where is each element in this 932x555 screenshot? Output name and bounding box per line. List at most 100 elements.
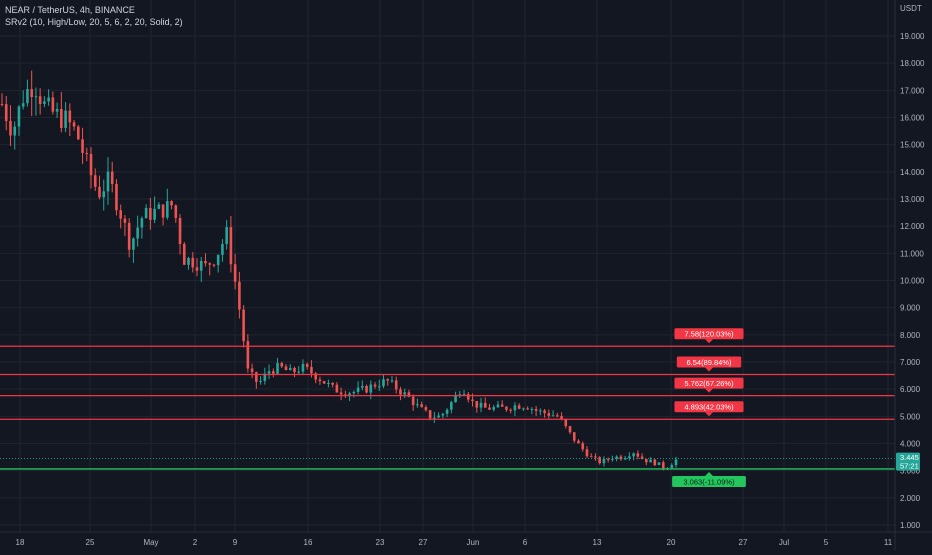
candle-body xyxy=(581,443,585,450)
candle-body xyxy=(98,186,101,198)
candle-body xyxy=(293,367,296,373)
chart-legend: NEAR / TetherUS, 4h, BINANCE SRv2 (10, H… xyxy=(5,4,183,28)
candle-body xyxy=(161,204,165,218)
x-tick-label: 13 xyxy=(593,538,602,547)
candle-body xyxy=(454,394,457,403)
indicator-label: SRv2 (10, High/Low, 20, 5, 6, 2, 20, Sol… xyxy=(5,17,183,27)
y-tick-label: 18.000 xyxy=(900,59,925,68)
level-badge xyxy=(674,328,744,340)
x-tick-label: Jun xyxy=(467,538,480,547)
candle-body xyxy=(628,456,631,458)
candle-body xyxy=(496,404,500,408)
candle-body xyxy=(314,373,317,380)
candle-body xyxy=(458,394,462,396)
candle-body xyxy=(174,205,178,218)
level-badge xyxy=(674,377,744,389)
y-tick-label: 16.000 xyxy=(900,114,925,123)
candle-body xyxy=(166,201,169,218)
level-label: 7.58(120.03%) xyxy=(684,330,734,339)
candle-body xyxy=(420,404,423,408)
candle-body xyxy=(157,204,161,209)
candle-body xyxy=(297,371,301,373)
current-price-countdown: 57:21 xyxy=(900,462,919,471)
candle-body xyxy=(522,408,525,410)
candle-body xyxy=(462,394,466,396)
candle-body xyxy=(212,264,216,266)
x-tick-label: 20 xyxy=(667,538,676,547)
candle-body xyxy=(505,406,508,410)
candle-body xyxy=(34,96,38,98)
level-badge xyxy=(676,356,742,368)
y-tick-label: 4.000 xyxy=(900,440,921,449)
candle-body xyxy=(199,261,203,271)
candle-body xyxy=(394,380,398,390)
candle-body xyxy=(492,407,496,410)
x-tick-label: 9 xyxy=(233,538,238,547)
y-tick-label: 13.000 xyxy=(900,195,925,204)
candle-body xyxy=(263,373,267,381)
candle-body xyxy=(653,459,657,466)
candle-body xyxy=(204,261,207,264)
candle-body xyxy=(539,410,542,412)
candle-body xyxy=(534,409,538,411)
candle-body xyxy=(318,379,322,382)
candle-body xyxy=(526,408,529,410)
candle-body xyxy=(348,393,351,397)
candle-body xyxy=(208,263,212,265)
candle-body xyxy=(21,103,25,107)
candle-body xyxy=(403,392,407,395)
y-tick-label: 9.000 xyxy=(900,304,921,313)
candle-body xyxy=(598,457,601,464)
candle-body xyxy=(51,97,55,112)
candle-body xyxy=(585,449,589,457)
candle-body xyxy=(509,409,512,411)
candle-body xyxy=(619,456,623,460)
candle-body xyxy=(140,218,144,228)
candle-body xyxy=(365,385,368,393)
x-tick-label: 25 xyxy=(86,538,95,547)
candle-body xyxy=(437,415,440,418)
candle-body xyxy=(356,387,360,392)
candle-body xyxy=(568,426,572,433)
candle-body xyxy=(30,89,33,98)
candle-body xyxy=(132,238,135,250)
candle-body xyxy=(339,392,343,395)
candle-body xyxy=(428,410,432,419)
level-pointer xyxy=(705,339,713,344)
x-tick-label: 6 xyxy=(523,538,528,547)
candle-body xyxy=(170,201,173,206)
x-tick-label: 16 xyxy=(304,538,313,547)
candle-body xyxy=(153,208,156,220)
currency-label: USDT xyxy=(900,4,922,13)
candle-body xyxy=(225,227,228,244)
y-tick-label: 11.000 xyxy=(900,249,924,258)
candle-body xyxy=(144,207,148,219)
candle-body xyxy=(305,363,309,367)
candle-body xyxy=(187,257,190,265)
level-pointer xyxy=(705,388,713,393)
candle-body xyxy=(594,456,597,458)
candle-body xyxy=(466,394,470,400)
y-tick-label: 15.000 xyxy=(900,141,925,150)
candle-body xyxy=(110,171,114,184)
candle-body xyxy=(450,402,453,410)
candle-body xyxy=(416,404,419,406)
y-tick-label: 19.000 xyxy=(900,32,925,41)
candle-body xyxy=(433,417,436,419)
candle-body xyxy=(530,409,534,411)
x-tick-label: 2 xyxy=(193,538,198,547)
candle-body xyxy=(661,462,665,469)
candle-body xyxy=(327,382,330,384)
candle-body xyxy=(4,104,8,121)
y-tick-label: 17.000 xyxy=(900,86,925,95)
candle-body xyxy=(441,413,445,416)
candles xyxy=(0,70,678,471)
level-pointer xyxy=(705,412,713,417)
y-tick-label: 3.000 xyxy=(900,467,921,476)
candle-body xyxy=(233,264,237,282)
candle-body xyxy=(38,96,42,104)
candle-body xyxy=(411,396,415,406)
